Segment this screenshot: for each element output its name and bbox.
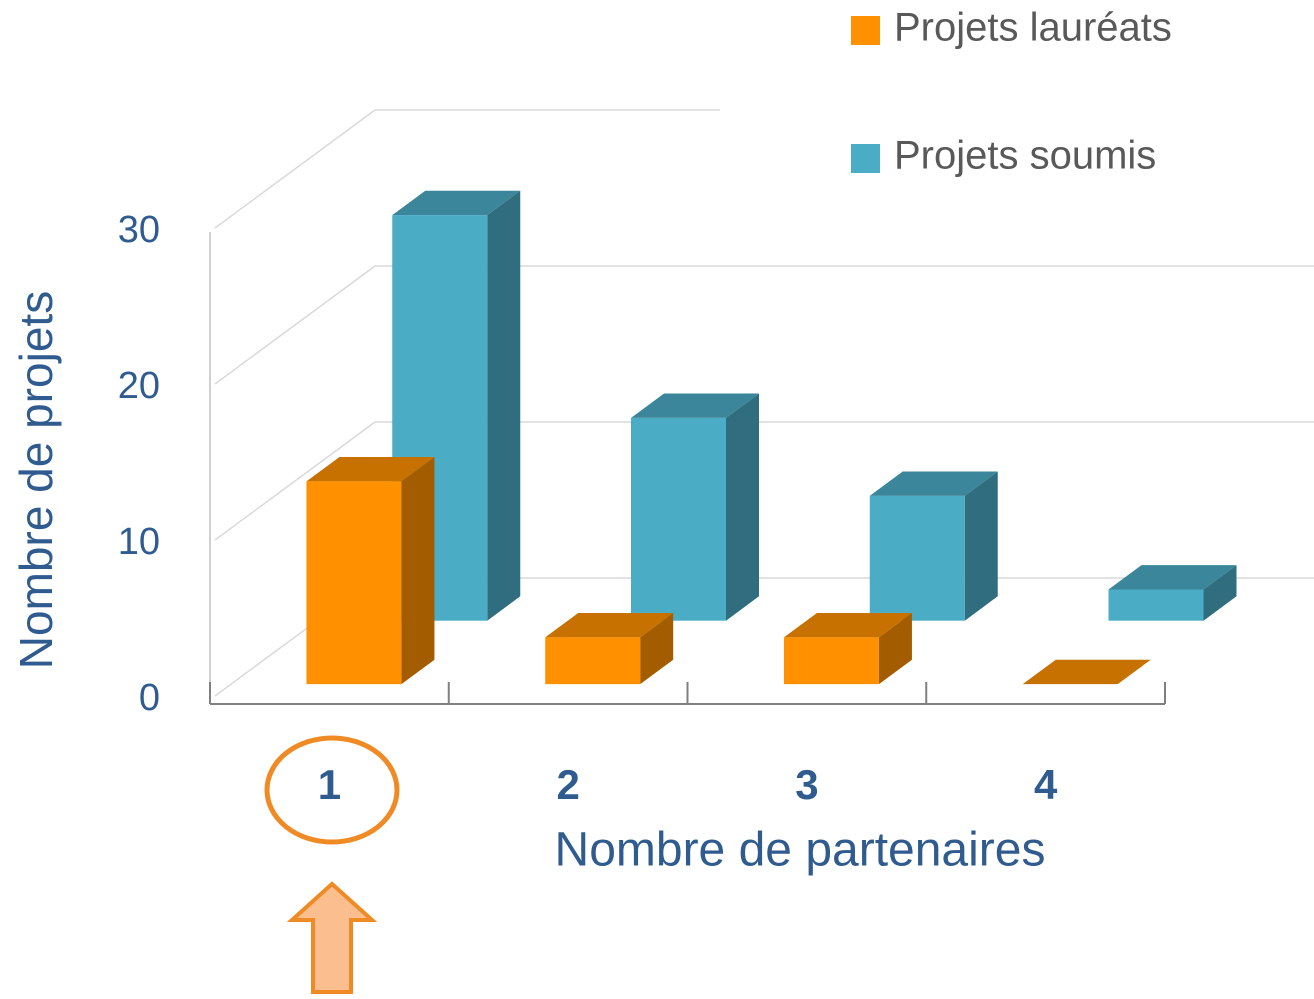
x-tick-label: 1: [318, 761, 341, 808]
bar: [783, 612, 912, 685]
bar: [631, 393, 759, 621]
y-tick-label: 10: [118, 521, 160, 563]
bar-face: [878, 612, 912, 685]
y-axis-label: Nombre de projets: [10, 291, 62, 669]
bar-face: [392, 190, 521, 216]
y-tick-label: 30: [118, 209, 160, 251]
bar: [1108, 565, 1237, 621]
bar: [545, 612, 674, 685]
bar-face: [783, 637, 879, 685]
y-tick-label: 20: [118, 365, 160, 407]
legend-label: Projets soumis: [894, 134, 1156, 178]
legend-swatch: [851, 144, 880, 173]
legend-swatch: [851, 16, 880, 45]
bar-face: [640, 612, 674, 685]
x-tick-label: 2: [556, 761, 579, 808]
bar-face: [1108, 589, 1204, 621]
bar-face: [869, 471, 998, 496]
bar-face: [487, 190, 521, 621]
bar-face: [306, 481, 402, 685]
x-tick-label: 4: [1034, 761, 1058, 808]
bar-face: [1108, 565, 1237, 590]
bar-face: [726, 393, 759, 621]
bar-face: [1022, 659, 1151, 685]
bar-face: [631, 417, 726, 621]
x-tick-label: 3: [795, 761, 818, 808]
bar: [1022, 659, 1151, 685]
grid-line: [214, 109, 376, 229]
highlight-circle: [264, 735, 400, 845]
bar-face: [869, 495, 965, 621]
bar-face: [783, 612, 912, 638]
bar-face: [545, 637, 641, 685]
y-tick-label: 0: [139, 677, 160, 719]
bar: [392, 190, 521, 621]
legend-label: Projets lauréats: [894, 6, 1172, 50]
bar-face: [401, 456, 435, 685]
bar-face: [1203, 565, 1237, 621]
bar-face: [964, 471, 998, 621]
x-axis-label: Nombre de partenaires: [555, 824, 1046, 877]
grid-line: [214, 421, 376, 541]
grid-line: [214, 265, 376, 385]
highlight-arrow: [286, 881, 378, 994]
bar: [306, 456, 435, 685]
bar: [869, 471, 998, 621]
bar-face: [545, 612, 674, 638]
bar-face: [306, 456, 435, 482]
bar-face: [631, 393, 759, 418]
